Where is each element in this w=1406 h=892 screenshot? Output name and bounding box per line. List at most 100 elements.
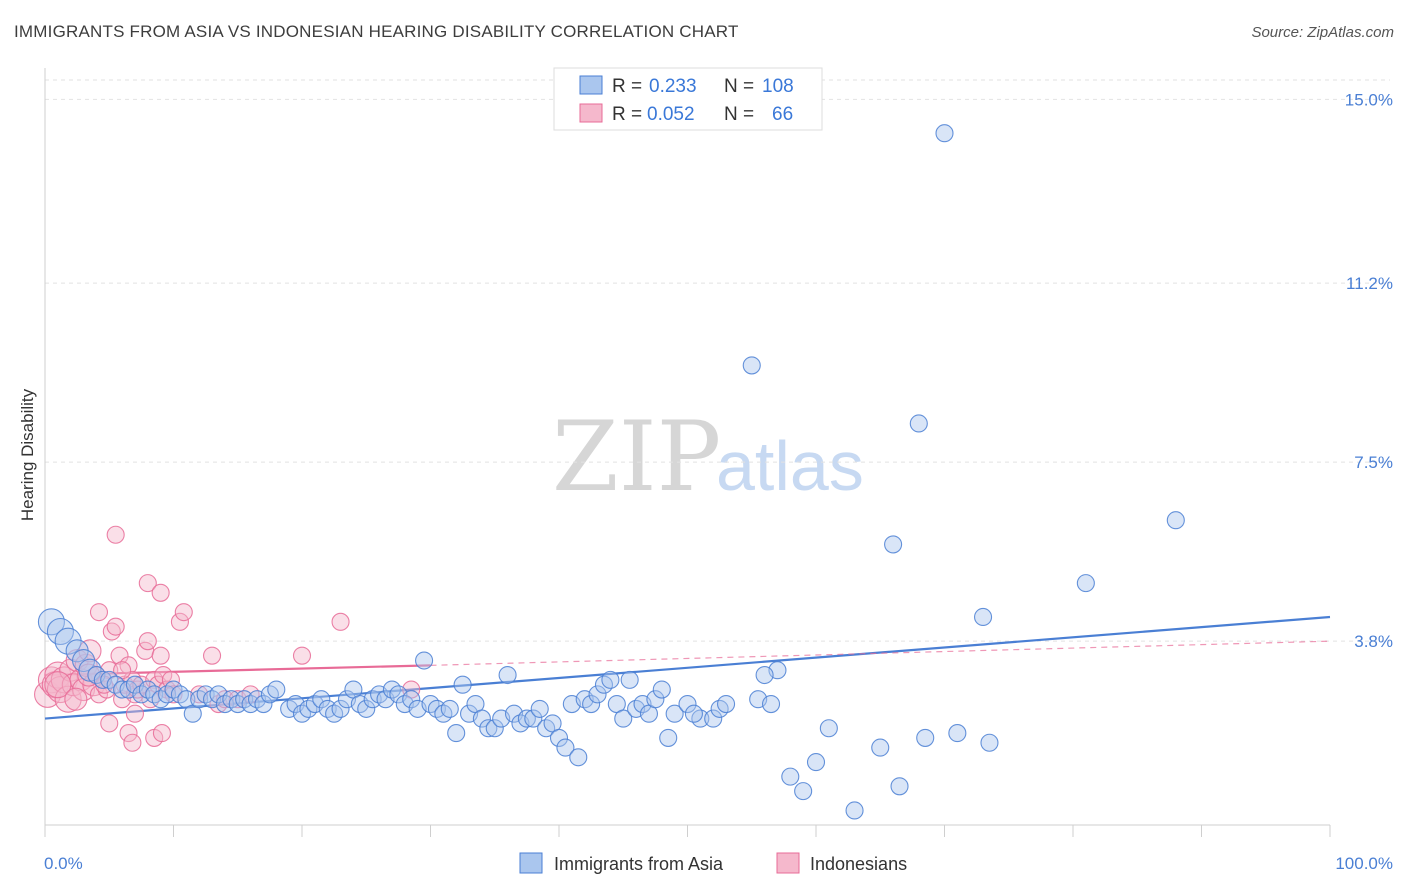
stats-legend: R = 0.233 N = 108 R = 0.052 N = 66	[553, 67, 823, 131]
asia-point-66	[479, 719, 498, 738]
asia-point-120	[819, 719, 838, 738]
indonesians-point-53	[331, 612, 350, 631]
x-tick-label-0: 0.0%	[44, 854, 83, 873]
indonesians-point-60	[44, 671, 72, 699]
indonesians-point-42	[138, 574, 157, 593]
bottom-legend-swatch-blue	[519, 852, 543, 874]
asia-point-65	[472, 709, 491, 728]
legend-r-value-2: 0.052	[647, 104, 695, 125]
asia-point-80	[569, 748, 588, 767]
indonesians-point-61	[64, 687, 88, 711]
asia-point-108	[884, 535, 903, 554]
asia-point-61	[447, 724, 466, 743]
indonesians-point-41	[106, 525, 125, 544]
asia-point-82	[582, 695, 601, 714]
indonesians-point-56	[119, 724, 138, 743]
asia-point-101	[684, 704, 703, 723]
legend-r-value-1: 0.233	[649, 76, 697, 97]
legend-r-label-1: R =	[612, 76, 642, 97]
legend-swatch-blue	[579, 75, 603, 95]
asia-point-73	[524, 709, 543, 728]
asia-point-92	[646, 690, 665, 709]
bottom-legend-swatch-pink	[776, 852, 800, 874]
asia-point-102	[742, 356, 761, 375]
indonesians-point-31	[138, 632, 157, 651]
y-tick-label-1: 7.5%	[1354, 453, 1393, 472]
indonesians-point-55	[100, 714, 119, 733]
asia-point-93	[652, 680, 671, 699]
asia-point-1	[46, 617, 74, 646]
asia-point-85	[601, 670, 620, 689]
source-credit: Source: ZipAtlas.com	[1251, 24, 1394, 41]
asia-point-118	[794, 782, 813, 801]
asia-point-77	[549, 728, 569, 747]
asia-point-113	[871, 738, 890, 757]
legend-n-label-2: N =	[724, 104, 754, 125]
asia-point-110	[1166, 511, 1185, 530]
asia-point-107	[935, 124, 954, 143]
asia-point-67	[485, 719, 504, 738]
indonesians-point-40	[89, 603, 109, 622]
asia-point-114	[916, 728, 935, 747]
x-tick-label-1: 100.0%	[1335, 854, 1393, 873]
watermark-atlas: atlas	[716, 427, 864, 505]
immigrants-from-asia-points	[37, 124, 1185, 820]
bottom-legend-label-indonesians: Indonesians	[810, 854, 907, 874]
asia-point-96	[678, 695, 697, 714]
indonesians-point-22	[110, 646, 129, 665]
asia-point-74	[530, 699, 549, 718]
asia-point-47	[357, 699, 376, 718]
asia-point-32	[254, 695, 273, 714]
asia-point-116	[980, 733, 999, 752]
asia-point-98	[704, 709, 723, 728]
trend-line-indonesians	[44, 664, 431, 677]
asia-point-88	[620, 670, 639, 689]
y-axis-title: Hearing Disability	[18, 388, 37, 521]
chart-title: IMMIGRANTS FROM ASIA VS INDONESIAN HEARI…	[14, 22, 739, 41]
gridlines	[45, 79, 1390, 642]
asia-point-119	[890, 777, 909, 796]
indonesians-point-45	[174, 603, 193, 622]
asia-point-60	[440, 699, 459, 718]
asia-point-100	[716, 695, 736, 714]
asia-point-122	[761, 695, 781, 714]
asia-point-115	[948, 724, 967, 743]
asia-point-43	[331, 699, 350, 718]
y-tick-label-0: 3.8%	[1354, 632, 1393, 651]
indonesians-point-59	[152, 724, 171, 743]
asia-point-109	[1076, 574, 1095, 593]
asia-point-106	[909, 414, 928, 433]
indonesians-point-21	[106, 617, 125, 636]
asia-point-105	[845, 801, 864, 820]
asia-point-78	[556, 738, 575, 757]
trend-line-indonesians-extension	[430, 640, 1331, 666]
asia-point-34	[267, 680, 286, 699]
asia-point-69	[498, 665, 517, 685]
indonesians-point-44	[170, 612, 189, 631]
asia-point-54	[402, 690, 421, 709]
legend-n-value-1: 108	[762, 76, 794, 97]
asia-point-87	[614, 709, 633, 728]
indonesians-point-57	[123, 733, 142, 752]
asia-point-95	[665, 704, 684, 723]
asia-point-111	[973, 607, 993, 627]
indonesians-point-46	[203, 646, 222, 665]
legend-swatch-pink	[579, 103, 603, 123]
tick-labels: 3.8% 7.5% 11.2% 15.0% 0.0% 100.0%	[44, 90, 1393, 873]
y-tick-label-2: 11.2%	[1346, 274, 1393, 293]
asia-point-94	[659, 728, 678, 747]
indonesians-point-43	[151, 583, 170, 602]
axes	[44, 68, 1331, 837]
legend-n-value-2: 66	[772, 104, 793, 125]
asia-point-117	[781, 767, 800, 786]
asia-point-121	[755, 665, 774, 685]
asia-point-56	[415, 651, 434, 670]
watermark-zip: ZIP	[552, 401, 721, 513]
bottom-legend-label-asia: Immigrants from Asia	[554, 854, 724, 874]
asia-point-83	[588, 685, 607, 704]
indonesians-point-52	[292, 646, 312, 665]
series-legend: Immigrants from Asia Indonesians	[519, 852, 907, 874]
asia-point-62	[453, 675, 472, 694]
indonesians-point-35	[151, 646, 170, 665]
